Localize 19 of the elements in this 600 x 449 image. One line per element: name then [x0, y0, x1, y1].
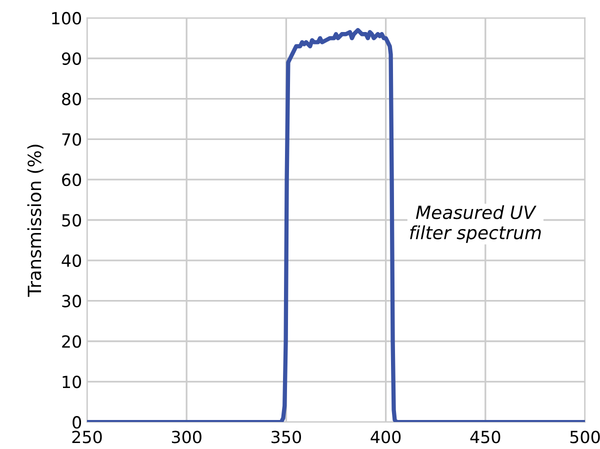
y-tick-label: 0 — [72, 416, 82, 429]
y-tick-label: 20 — [62, 335, 82, 348]
y-axis-title: Transmission (%) — [27, 144, 44, 297]
x-tick-label: 500 — [570, 430, 600, 444]
y-tick-label: 30 — [62, 294, 82, 308]
x-tick-label: 450 — [470, 430, 500, 444]
y-tick-label: 90 — [62, 52, 82, 65]
y-tick-label: 40 — [62, 254, 82, 267]
y-tick-label: 100 — [52, 12, 82, 25]
y-tick-label: 80 — [62, 92, 82, 106]
y-tick-label: 70 — [62, 133, 82, 146]
x-tick-label: 250 — [72, 430, 102, 444]
y-tick-label: 10 — [62, 376, 82, 388]
annotation: Measured UV filter spectrum — [410, 205, 541, 243]
x-tick-label: 350 — [272, 430, 301, 444]
x-tick-label: 400 — [370, 430, 401, 444]
y-tick-label: 50 — [62, 214, 82, 227]
y-tick-label: 60 — [62, 174, 82, 186]
x-tick-label: 300 — [172, 430, 202, 444]
